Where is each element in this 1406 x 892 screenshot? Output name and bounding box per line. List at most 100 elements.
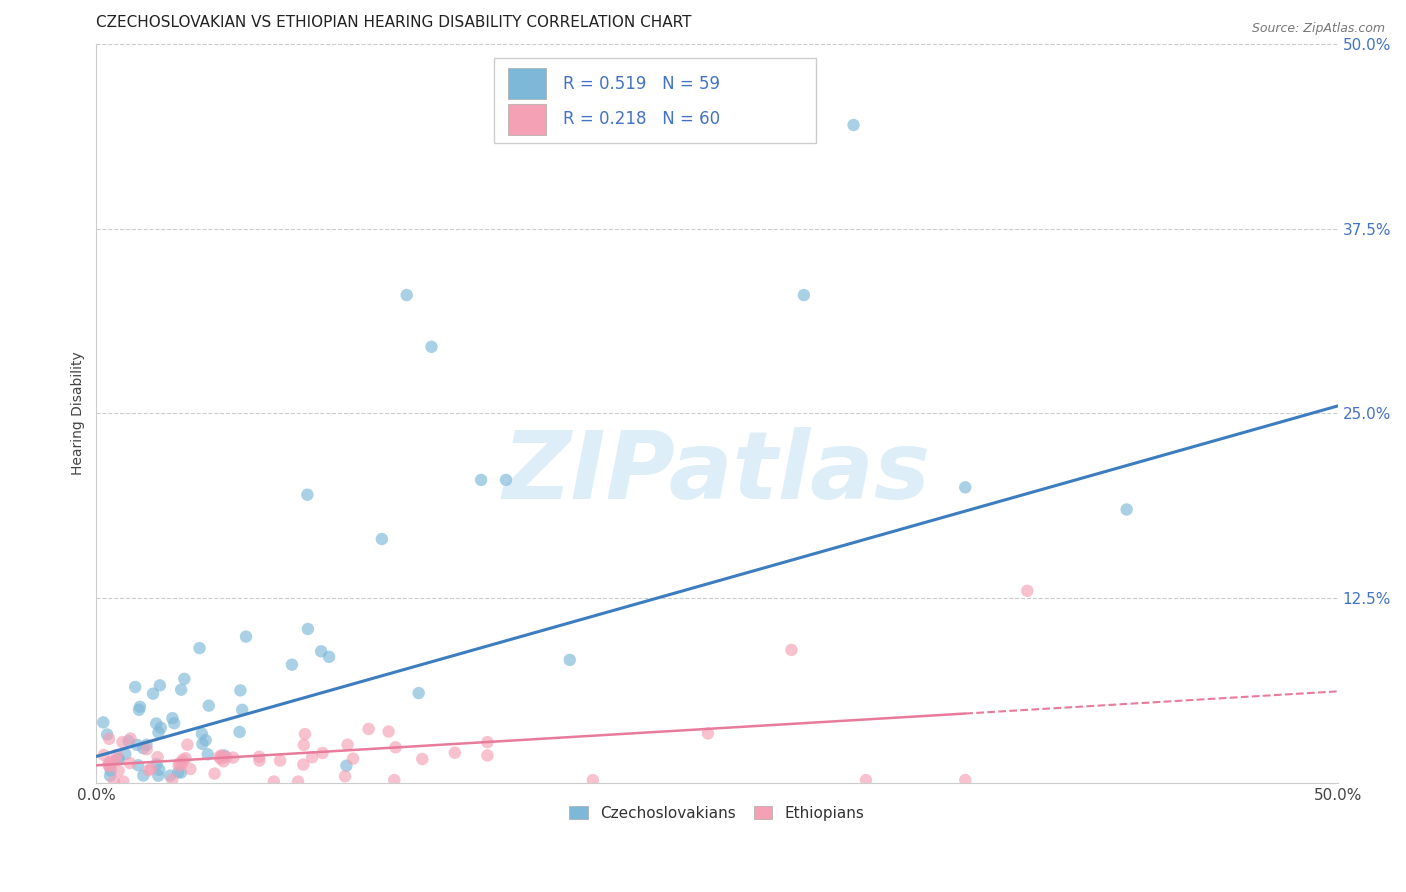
Point: [170, 682, 193, 697]
Point: [793, 288, 815, 302]
Point: [582, 773, 605, 788]
Point: [558, 653, 581, 667]
Point: [443, 746, 465, 760]
Point: [167, 759, 190, 773]
Point: [292, 738, 315, 752]
Point: [247, 754, 270, 768]
Point: [269, 754, 291, 768]
Point: [100, 755, 122, 769]
Point: [357, 722, 380, 736]
Point: [297, 622, 319, 636]
Point: [142, 687, 165, 701]
Point: [311, 746, 333, 760]
Point: [163, 716, 186, 731]
Point: [174, 751, 197, 765]
Point: [96, 727, 118, 741]
Point: [297, 488, 319, 502]
Point: [842, 118, 865, 132]
Point: [1115, 502, 1137, 516]
Point: [129, 699, 152, 714]
Point: [125, 738, 148, 752]
Point: [294, 727, 316, 741]
Point: [212, 748, 235, 763]
Point: [162, 711, 184, 725]
Point: [191, 737, 214, 751]
Point: [97, 756, 120, 771]
Bar: [509, 103, 546, 135]
Point: [955, 773, 977, 788]
Point: [855, 773, 877, 788]
Point: [148, 763, 170, 777]
Point: [301, 750, 323, 764]
Point: [107, 752, 129, 766]
Point: [145, 757, 167, 772]
Point: [148, 769, 170, 783]
Point: [118, 756, 141, 770]
Point: [108, 752, 131, 766]
Point: [111, 735, 134, 749]
Point: [132, 768, 155, 782]
Point: [342, 752, 364, 766]
Point: [309, 644, 332, 658]
Point: [103, 774, 125, 789]
Point: [91, 715, 114, 730]
Point: [97, 758, 120, 772]
Point: [162, 772, 184, 787]
Point: [159, 769, 181, 783]
Point: [172, 753, 194, 767]
Text: R = 0.519   N = 59: R = 0.519 N = 59: [562, 75, 720, 93]
Point: [411, 752, 433, 766]
Text: CZECHOSLOVAKIAN VS ETHIOPIAN HEARING DISABILITY CORRELATION CHART: CZECHOSLOVAKIAN VS ETHIOPIAN HEARING DIS…: [97, 15, 692, 30]
Point: [208, 749, 231, 764]
Point: [215, 750, 238, 764]
Point: [197, 747, 219, 762]
Point: [231, 703, 253, 717]
Point: [114, 747, 136, 761]
Point: [98, 759, 121, 773]
Point: [128, 703, 150, 717]
Text: Source: ZipAtlas.com: Source: ZipAtlas.com: [1251, 22, 1385, 36]
Point: [167, 765, 190, 780]
Point: [173, 672, 195, 686]
Point: [235, 630, 257, 644]
Point: [335, 758, 357, 772]
Point: [408, 686, 430, 700]
Point: [112, 774, 135, 789]
Legend: Czechoslovakians, Ethiopians: Czechoslovakians, Ethiopians: [564, 800, 870, 827]
Point: [281, 657, 304, 672]
Point: [148, 725, 170, 739]
Point: [470, 473, 492, 487]
Point: [222, 750, 245, 764]
Point: [135, 738, 157, 752]
Point: [336, 738, 359, 752]
Point: [117, 734, 139, 748]
Point: [194, 733, 217, 747]
Point: [292, 757, 315, 772]
Point: [93, 747, 115, 762]
Point: [146, 750, 169, 764]
Point: [287, 774, 309, 789]
Point: [127, 758, 149, 772]
Point: [229, 683, 252, 698]
Point: [318, 649, 340, 664]
Point: [107, 764, 129, 778]
Point: [371, 532, 394, 546]
Point: [98, 731, 121, 746]
Point: [204, 766, 226, 780]
Point: [169, 756, 191, 770]
Point: [477, 735, 499, 749]
Point: [188, 641, 211, 656]
Point: [955, 480, 977, 494]
Point: [333, 769, 356, 783]
Point: [104, 753, 127, 767]
Point: [176, 738, 198, 752]
Point: [139, 762, 162, 776]
Bar: [509, 68, 546, 99]
Point: [149, 678, 172, 692]
Point: [384, 740, 406, 755]
Point: [780, 643, 803, 657]
Point: [145, 716, 167, 731]
Point: [98, 769, 121, 783]
Point: [696, 726, 718, 740]
Point: [382, 773, 405, 788]
